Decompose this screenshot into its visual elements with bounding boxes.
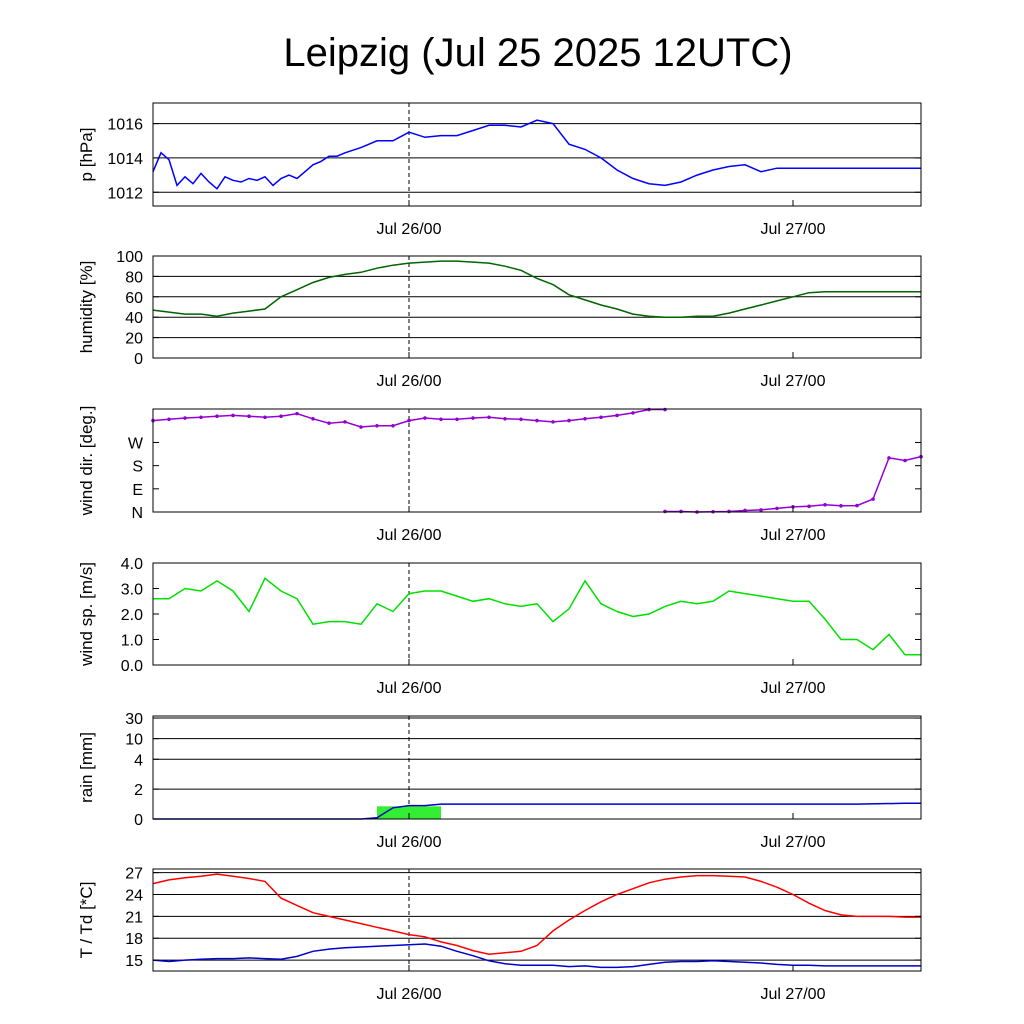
x-tick-label: Jul 27/00 (761, 221, 826, 238)
x-tick-label: Jul 26/00 (377, 221, 442, 238)
rain-series-1 (153, 802, 921, 820)
y-tick-label: 3.0 (121, 582, 143, 599)
y-tick-label: 27 (125, 866, 143, 883)
rain-axis-label: rain [mm] (77, 732, 96, 803)
wind-speed-axis-label: wind sp. [m/s] (77, 562, 96, 667)
x-tick-label: Jul 27/00 (761, 834, 826, 851)
x-tick-label: Jul 26/00 (377, 680, 442, 697)
y-tick-label: 20 (125, 331, 143, 348)
y-tick-label: 60 (125, 290, 143, 307)
x-tick-label: Jul 26/00 (377, 834, 442, 851)
humidity-plot-frame (152, 255, 922, 359)
y-tick-label: 1014 (107, 151, 143, 168)
rain-panel: 0 2 4 10 30 Jul 26/00 Jul 27/00 rain [mm] (77, 711, 922, 851)
wind-speed-plot-frame (152, 562, 922, 666)
y-tick-label: 100 (116, 249, 143, 266)
x-tick-label: Jul 26/00 (377, 373, 442, 390)
x-tick-label: Jul 27/00 (761, 986, 826, 1003)
y-tick-label: 24 (125, 888, 143, 905)
humidity-panel: 0 20 40 60 80 100 Jul 26/00 Jul 27/00 humidity [… (77, 249, 922, 390)
wind-direction-axis-label: wind dir. [deg.] (77, 406, 96, 517)
y-tick-label: 4.0 (121, 556, 143, 573)
y-tick-label: 21 (125, 909, 143, 926)
humidity-series-1 (152, 260, 921, 318)
y-tick-label: 0.0 (121, 658, 143, 675)
wind-direction-series (152, 408, 665, 428)
x-tick-label: Jul 27/00 (761, 527, 826, 544)
y-tick-label: 10 (125, 732, 143, 749)
pressure-panel: 1012 1014 1016 Jul 26/00 Jul 27/00 p [hPa] (77, 102, 922, 238)
rain-bar (409, 806, 441, 819)
y-tick-label: 80 (125, 269, 143, 286)
y-tick-label: 2 (134, 782, 143, 799)
y-tick-label: 30 (125, 711, 143, 728)
y-tick-label: S (132, 459, 143, 476)
wind-direction-series (665, 455, 922, 513)
humidity-axis-label: humidity [%] (77, 261, 96, 354)
wind-speed-panel: 0.0 1.0 2.0 3.0 4.0 Jul 26/00 Jul 27/00 wind sp… (77, 556, 922, 697)
y-tick-label: 4 (134, 752, 143, 769)
y-tick-label: E (132, 482, 143, 499)
y-tick-label: 1.0 (121, 633, 143, 650)
temperature-plot-frame (152, 868, 922, 972)
y-tick-label: 40 (125, 310, 143, 327)
temperature-series-1 (152, 873, 921, 955)
y-tick-label: 1016 (107, 117, 143, 134)
x-tick-label: Jul 27/00 (761, 373, 826, 390)
wind-direction-plot-frame (152, 408, 922, 513)
rain-plot-frame (152, 715, 922, 820)
pressure-plot-frame (152, 102, 922, 207)
y-tick-label: 1012 (107, 185, 143, 202)
y-tick-label: N (131, 505, 143, 522)
temperature-panel: 15 18 21 24 27 Jul 26/00 Jul 27/00 T / Td [*C] (77, 866, 922, 1003)
temperature-axis-label: T / Td [*C] (77, 882, 96, 959)
y-tick-label: 15 (125, 953, 143, 970)
y-tick-label: W (128, 435, 144, 452)
pressure-series-1 (152, 119, 921, 190)
x-tick-label: Jul 26/00 (377, 527, 442, 544)
x-tick-label: Jul 26/00 (377, 986, 442, 1003)
rain-bar (377, 806, 409, 819)
y-tick-label: 18 (125, 931, 143, 948)
temperature-series-2 (152, 943, 921, 969)
wind-speed-series-1 (153, 577, 921, 656)
y-tick-label: 2.0 (121, 607, 143, 624)
chart-title: Leipzig (Jul 25 2025 12UTC) (283, 31, 792, 75)
x-tick-label: Jul 27/00 (761, 680, 826, 697)
y-tick-label: 0 (134, 812, 143, 829)
y-tick-label: 0 (134, 351, 143, 368)
pressure-axis-label: p [hPa] (77, 128, 96, 182)
